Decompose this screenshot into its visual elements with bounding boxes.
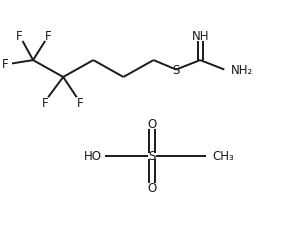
Text: F: F bbox=[16, 30, 23, 43]
Text: NH: NH bbox=[192, 30, 209, 43]
Text: S: S bbox=[173, 64, 180, 77]
Text: NH₂: NH₂ bbox=[231, 64, 253, 77]
Text: S: S bbox=[148, 150, 156, 163]
Text: O: O bbox=[147, 181, 157, 194]
Text: CH₃: CH₃ bbox=[213, 150, 235, 163]
Text: O: O bbox=[147, 118, 157, 131]
Text: HO: HO bbox=[84, 150, 102, 163]
Text: F: F bbox=[45, 30, 52, 43]
Text: F: F bbox=[76, 96, 83, 109]
Text: F: F bbox=[42, 96, 49, 109]
Text: F: F bbox=[2, 58, 8, 71]
